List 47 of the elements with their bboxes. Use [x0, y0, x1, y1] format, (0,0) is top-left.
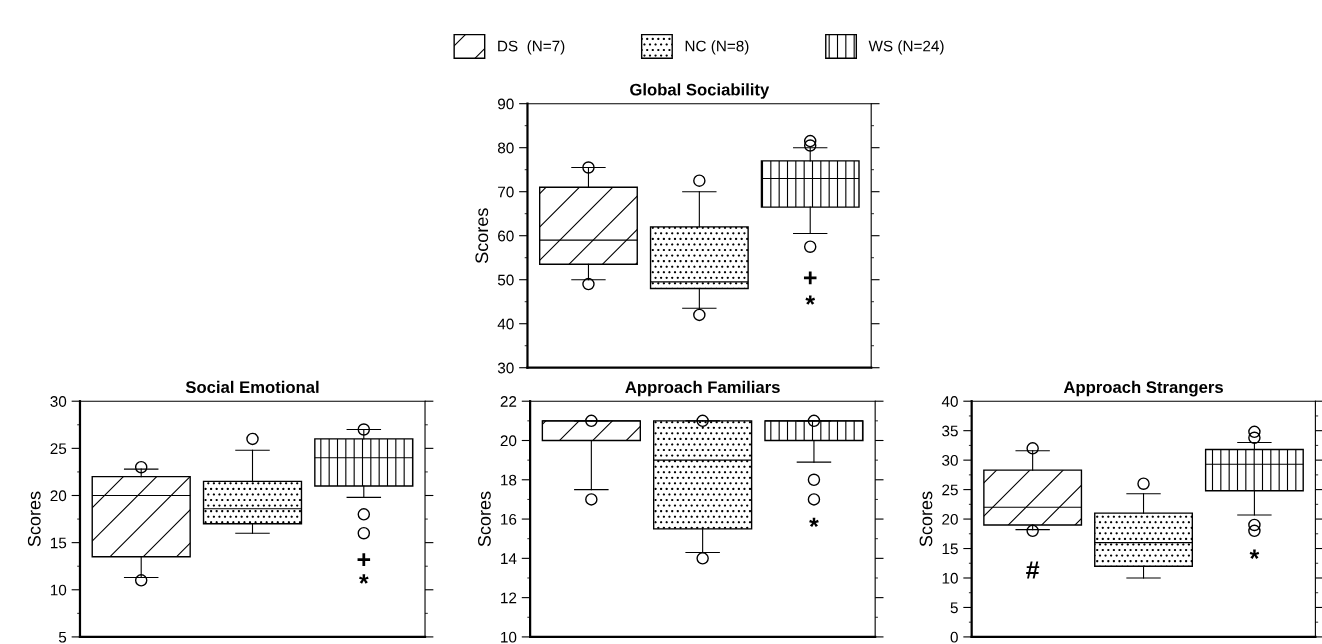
y-tick-label: 40 [941, 396, 958, 407]
y-tick-label: 14 [501, 553, 517, 564]
y-tick-label: 30 [497, 362, 514, 374]
y-axis-title: Scores [478, 491, 491, 547]
y-tick-label: 12 [501, 592, 517, 604]
y-tick-label: 20 [50, 490, 67, 502]
annotation: + [357, 553, 371, 566]
y-tick-label: 40 [497, 318, 514, 330]
annotation: # [1026, 561, 1040, 579]
legend-label: WS (N=24) [868, 40, 944, 55]
annotation: + [803, 271, 817, 285]
annotation: * [1249, 549, 1260, 559]
y-tick-label: 16 [501, 513, 517, 525]
y-tick-label: 0 [950, 631, 958, 643]
legend-label: DS (N=7) [498, 40, 565, 55]
y-tick-label: 60 [498, 230, 514, 242]
y-axis-title: Scores [27, 491, 41, 547]
annotation: * [809, 517, 819, 528]
y-tick-label: 30 [942, 455, 958, 466]
y-tick-label: 15 [942, 543, 958, 555]
y-tick-label: 35 [942, 425, 958, 437]
y-tick-label: 80 [497, 142, 514, 154]
y-tick-label: 15 [50, 537, 67, 549]
y-tick-label: 50 [497, 274, 514, 286]
y-tick-label: 10 [942, 572, 958, 584]
annotation: * [805, 295, 816, 305]
y-tick-label: 25 [942, 484, 958, 496]
y-tick-label: 70 [498, 186, 514, 198]
y-tick-label: 5 [950, 602, 958, 614]
y-tick-label: 25 [50, 443, 67, 455]
annotation: * [359, 574, 369, 584]
legend-label: NC (N=8) [685, 40, 749, 55]
chart-title: Approach Familiars [625, 380, 780, 397]
y-tick-label: 5 [58, 631, 67, 643]
y-tick-label: 10 [50, 584, 67, 596]
y-tick-label: 22 [500, 396, 517, 407]
chart-title: Approach Strangers [1063, 380, 1223, 397]
y-tick-label: 10 [501, 631, 517, 643]
chart-title: Social Emotional [185, 380, 319, 394]
y-axis-title: Scores [919, 491, 933, 547]
y-tick-label: 90 [498, 98, 514, 110]
y-tick-label: 30 [50, 396, 67, 407]
y-tick-label: 20 [942, 513, 958, 525]
y-tick-label: 18 [501, 474, 517, 486]
y-tick-label: 20 [500, 435, 517, 447]
chart-title: Global Sociability [630, 83, 770, 99]
y-axis-title: Scores [475, 208, 489, 263]
